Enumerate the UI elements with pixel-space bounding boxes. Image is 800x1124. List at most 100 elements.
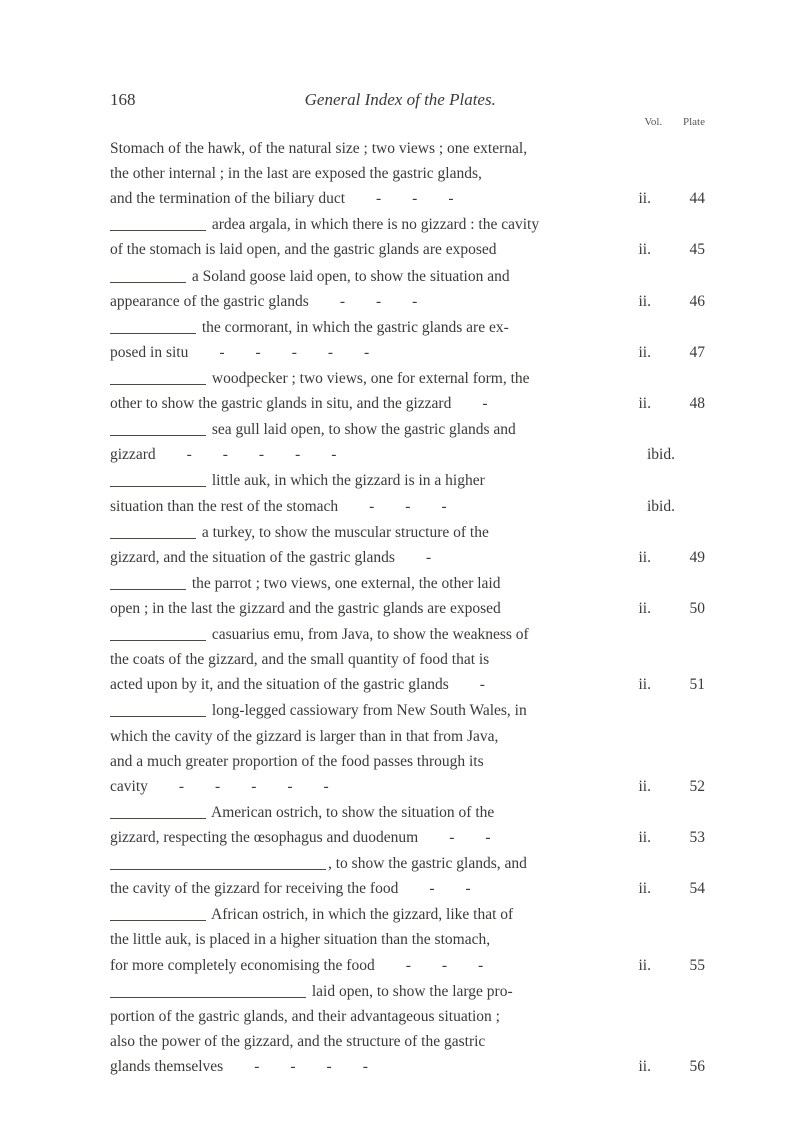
entry-body: long-legged cassiowary from New South Wa… [110,698,609,798]
entry-plate: 54 [690,876,706,901]
entry-line: gizzard, and the situation of the gastri… [110,545,609,570]
entry-line-text: gizzard [110,446,156,463]
entry-line: the parrot ; two views, one external, th… [110,571,609,596]
entry-body: a Soland goose laid open, to show the si… [110,264,609,314]
trailing-dashes: - - - [309,293,418,310]
trailing-dashes: - - - [375,957,484,974]
entry-plate: 49 [690,545,706,570]
page-header: 168 General Index of the Plates. [110,90,705,110]
entry-body: the parrot ; two views, one external, th… [110,571,609,621]
entry-line: laid open, to show the large pro- [110,979,609,1004]
entry-plate: 55 [690,953,706,978]
entry-line-text: posed in situ [110,344,188,361]
entry-line-text: gizzard, and the situation of the gastri… [110,549,395,566]
entry-body: casuarius emu, from Java, to show the we… [110,622,609,697]
entry-line: and a much greater proportion of the foo… [110,749,609,774]
entry-line: also the power of the gizzard, and the s… [110,1029,609,1054]
entry-line-text: a Soland goose laid open, to show the si… [188,268,510,285]
entry-plate: 52 [690,774,706,799]
index-entry: long-legged cassiowary from New South Wa… [110,698,705,798]
index-entry: American ostrich, to show the situation … [110,800,705,850]
entry-text: sea gull laid open, to show the gastric … [110,417,705,467]
entry-body: the cormorant, in which the gastric glan… [110,315,609,365]
entry-line: , to show the gastric glands, and [110,851,609,876]
entry-line-text: also the power of the gizzard, and the s… [110,1033,485,1050]
index-entry: , to show the gastric glands, andthe cav… [110,851,705,901]
entry-line: and the termination of the biliary duct … [110,186,609,211]
page: 168 General Index of the Plates. Vol. Pl… [0,0,800,1124]
entry-body: ardea argala, in which there is no gizza… [110,212,609,262]
entry-line: glands themselves - - - - [110,1054,609,1079]
entry-line: ardea argala, in which there is no gizza… [110,212,609,237]
index-entry: the parrot ; two views, one external, th… [110,571,705,621]
entry-line-text: acted upon by it, and the situation of t… [110,676,449,693]
index-entry: a Soland goose laid open, to show the si… [110,264,705,314]
entry-line: appearance of the gastric glands - - - [110,289,609,314]
entry-text: the cormorant, in which the gastric glan… [110,315,705,365]
entry-line: gizzard - - - - - [110,442,609,467]
entry-line-text: woodpecker ; two views, one for external… [208,370,530,387]
entry-text: Stomach of the hawk, of the natural size… [110,136,705,211]
page-title: General Index of the Plates. [136,90,666,110]
index-entry: Stomach of the hawk, of the natural size… [110,136,705,211]
entry-line-text: of the stomach is laid open, and the gas… [110,241,497,258]
entry-vol: ii. [639,289,652,314]
entry-body: sea gull laid open, to show the gastric … [110,417,609,467]
leader-rule [110,706,206,717]
entry-line-text: portion of the gastric glands, and their… [110,1008,500,1025]
entry-line: gizzard, respecting the œsophagus and du… [110,825,609,850]
entry-line-text: American ostrich, to show the situation … [208,804,494,821]
entry-text: long-legged cassiowary from New South Wa… [110,698,705,798]
entry-vol: ii. [639,391,652,416]
index-entry: casuarius emu, from Java, to show the we… [110,622,705,697]
index-entry: woodpecker ; two views, one for external… [110,366,705,416]
entry-body: African ostrich, in which the gizzard, l… [110,902,609,977]
index-entry: a turkey, to show the muscular structure… [110,520,705,570]
trailing-dashes: - [451,395,487,412]
entry-line-text: open ; in the last the gizzard and the g… [110,600,501,617]
leader-rule [110,323,196,334]
entry-text: African ostrich, in which the gizzard, l… [110,902,705,977]
page-number: 168 [110,90,136,110]
entry-vol: ii. [639,774,652,799]
entry-vol: ii. [639,237,652,262]
entry-vol: ii. [639,1054,652,1079]
trailing-dashes: - - - - - [188,344,369,361]
entry-text: casuarius emu, from Java, to show the we… [110,622,705,697]
leader-rule [110,271,186,282]
leader-rule [110,425,206,436]
entry-line-text: casuarius emu, from Java, to show the we… [208,626,529,643]
trailing-dashes: - - - - - [156,446,337,463]
entry-vol: ii. [639,672,652,697]
entry-line: the cavity of the gizzard for receiving … [110,876,609,901]
entry-line: Stomach of the hawk, of the natural size… [110,136,609,161]
entry-text: a turkey, to show the muscular structure… [110,520,705,570]
entry-line: casuarius emu, from Java, to show the we… [110,622,609,647]
entry-line-text: little auk, in which the gizzard is in a… [208,472,485,489]
entry-line: the other internal ; in the last are exp… [110,161,609,186]
entry-text: woodpecker ; two views, one for external… [110,366,705,416]
entry-line-text: the little auk, is placed in a higher si… [110,931,490,948]
entry-line-text: cavity [110,778,148,795]
entry-body: Stomach of the hawk, of the natural size… [110,136,609,211]
index-entry: little auk, in which the gizzard is in a… [110,468,705,518]
trailing-dashes: - [449,676,485,693]
leader-rule [110,374,206,385]
entry-plate: 50 [690,596,706,621]
entry-line-text: appearance of the gastric glands [110,293,309,310]
entry-body: American ostrich, to show the situation … [110,800,609,850]
index-entry: laid open, to show the large pro-portion… [110,979,705,1079]
entry-body: , to show the gastric glands, andthe cav… [110,851,609,901]
entry-line: the little auk, is placed in a higher si… [110,927,609,952]
entry-line-text: the cormorant, in which the gastric glan… [198,319,509,336]
trailing-dashes: - - - - [223,1058,368,1075]
entry-plate: 45 [690,237,706,262]
index-entry: ardea argala, in which there is no gizza… [110,212,705,262]
entry-line-text: sea gull laid open, to show the gastric … [208,421,516,438]
leader-rule [110,987,306,998]
leader-rule [110,220,206,231]
trailing-dashes: - - [398,880,470,897]
entry-line: little auk, in which the gizzard is in a… [110,468,609,493]
entry-plate: 56 [690,1054,706,1079]
entry-line-text: Stomach of the hawk, of the natural size… [110,140,527,157]
